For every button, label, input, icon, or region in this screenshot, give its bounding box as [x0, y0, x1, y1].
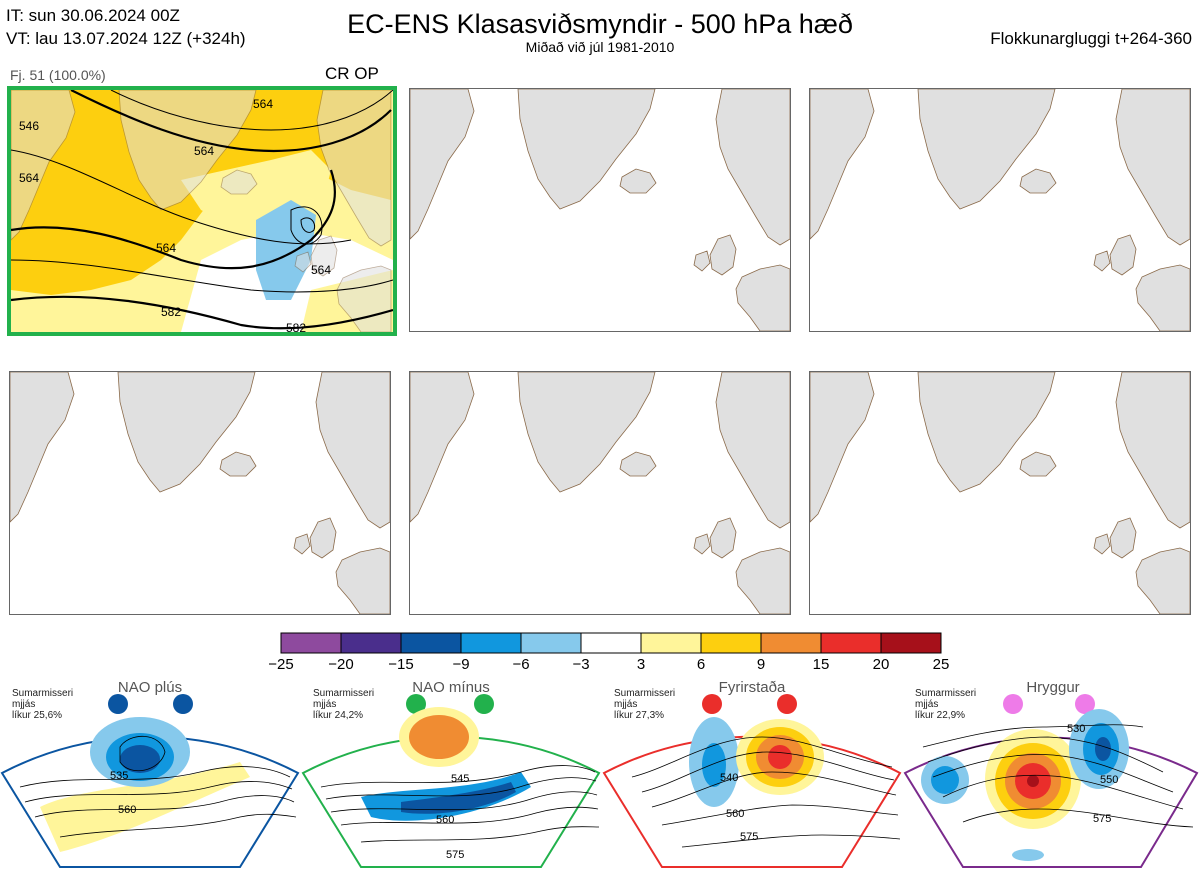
contour-label: 564 — [156, 241, 176, 255]
svg-text:575: 575 — [446, 849, 464, 861]
regime-desc: Sumarmisseri mjjás líkur 22,9% — [915, 688, 977, 721]
colorbar-tick-label: 9 — [756, 656, 766, 673]
colorbar-swatch — [760, 632, 822, 654]
colorbar-swatch — [880, 632, 942, 654]
contour-label: 582 — [286, 321, 306, 332]
svg-text:530: 530 — [1067, 723, 1085, 735]
colorbar-tick-label: −20 — [328, 656, 354, 673]
svg-text:540: 540 — [720, 772, 738, 784]
colorbar-tick-label: 25 — [932, 656, 950, 673]
svg-text:550: 550 — [1100, 774, 1118, 786]
colorbar-swatch — [280, 632, 342, 654]
colorbar-swatch — [700, 632, 762, 654]
colorbar-tick-label: 6 — [696, 656, 706, 673]
colorbar-swatch — [340, 632, 402, 654]
colorbar-swatch — [400, 632, 462, 654]
cluster-panel-2[interactable] — [409, 88, 791, 332]
regime-title: Hryggur — [1026, 679, 1080, 696]
cluster-count-label: Fj. 51 (100.0%) — [10, 67, 106, 83]
contour-label: 564 — [311, 263, 331, 277]
anomaly-colorbar — [280, 632, 942, 654]
colorbar-tick-label: −15 — [388, 656, 414, 673]
colorbar-tick-label: −3 — [572, 656, 590, 673]
cluster-panel-5[interactable] — [409, 371, 791, 615]
cluster-panel-6[interactable] — [809, 371, 1191, 615]
colorbar-swatch — [640, 632, 702, 654]
valid-time: VT: lau 13.07.2024 12Z (+324h) — [6, 29, 246, 48]
regime-ridge: Hryggur Sumarmisseri mjjás líkur 22,9% 530… — [903, 677, 1200, 871]
colorbar-tick-label: 20 — [872, 656, 890, 673]
contour-label: 564 — [253, 97, 273, 111]
colorbar-swatch — [580, 632, 642, 654]
initial-time: IT: sun 30.06.2024 00Z — [6, 6, 180, 25]
svg-text:535: 535 — [110, 770, 128, 782]
cluster-panel-3[interactable] — [809, 88, 1191, 332]
svg-text:560: 560 — [118, 804, 136, 816]
regime-blocking: Fyrirstaða Sumarmisseri mjjás líkur 27,3% … — [602, 677, 902, 871]
contour-label: 564 — [194, 144, 214, 158]
cluster-panel-4[interactable] — [9, 371, 391, 615]
colorbar-tick-label: −25 — [268, 656, 294, 673]
classification-window: Flokkunargluggi t+264-360 — [990, 29, 1192, 48]
regime-desc: Sumarmisseri mjjás líkur 25,6% — [12, 688, 74, 721]
cluster-code-label: CR OP — [325, 64, 379, 83]
colorbar-tick-label: 3 — [636, 656, 646, 673]
colorbar-swatch — [460, 632, 522, 654]
regime-title: NAO mínus — [412, 679, 490, 696]
regime-nao-plus: NAO plús Sumarmisseri mjjás líkur 25,6% 53… — [0, 677, 300, 871]
regime-title: NAO plús — [117, 679, 183, 696]
contour-label: 582 — [161, 305, 181, 319]
svg-text:545: 545 — [451, 773, 469, 785]
colorbar-tick-label: −9 — [452, 656, 470, 673]
contour-label: 564 — [19, 171, 39, 185]
colorbar-tick-label: 15 — [812, 656, 830, 673]
colorbar-tick-label: −6 — [512, 656, 530, 673]
colorbar-swatch — [820, 632, 882, 654]
page-title: EC-ENS Klasasviðsmyndir - 500 hPa hæð — [347, 9, 853, 39]
regime-nao-minus: NAO mínus Sumarmisseri mjjás líkur 24,2% 5… — [301, 677, 601, 871]
header-info: IT: sun 30.06.2024 00Z VT: lau 13.07.202… — [6, 4, 246, 50]
svg-text:575: 575 — [740, 831, 758, 843]
page-subtitle: Miðað við júl 1981-2010 — [525, 39, 675, 55]
colorbar-swatch — [520, 632, 582, 654]
svg-text:560: 560 — [436, 814, 454, 826]
regime-title: Fyrirstaða — [718, 679, 786, 696]
cluster-panel-1[interactable]: 546 564 564 564 564 582 582 564 — [7, 86, 397, 336]
svg-text:575: 575 — [1093, 813, 1111, 825]
regime-desc: Sumarmisseri mjjás líkur 24,2% — [313, 688, 375, 721]
regime-desc: Sumarmisseri mjjás líkur 27,3% — [614, 688, 676, 721]
contour-label: 546 — [19, 119, 39, 133]
svg-text:560: 560 — [726, 808, 744, 820]
